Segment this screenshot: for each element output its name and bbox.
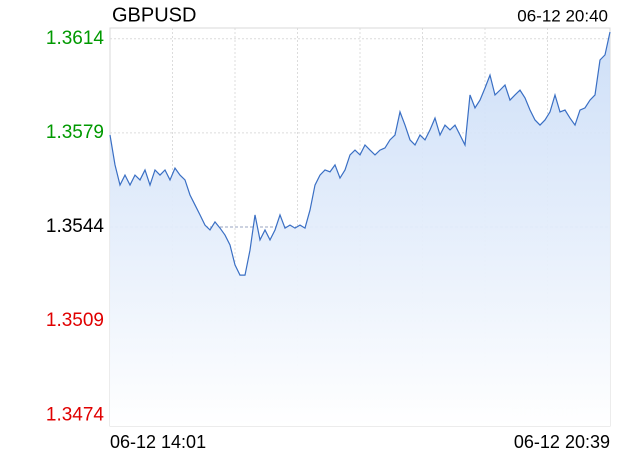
area-fill [110,32,610,426]
timestamp: 06-12 20:40 [517,6,608,25]
chart-title: GBPUSD [112,4,196,26]
y-tick-label: 1.3614 [46,28,105,49]
price-line [109,31,611,276]
y-tick-label: 1.3544 [46,216,105,237]
y-tick-label: 1.3579 [46,122,104,143]
y-tick-label: 1.3474 [46,404,105,425]
y-tick-label: 1.3509 [46,310,104,331]
x-tick-label: 06-12 14:01 [110,432,206,452]
x-tick-label: 06-12 20:39 [514,432,610,452]
